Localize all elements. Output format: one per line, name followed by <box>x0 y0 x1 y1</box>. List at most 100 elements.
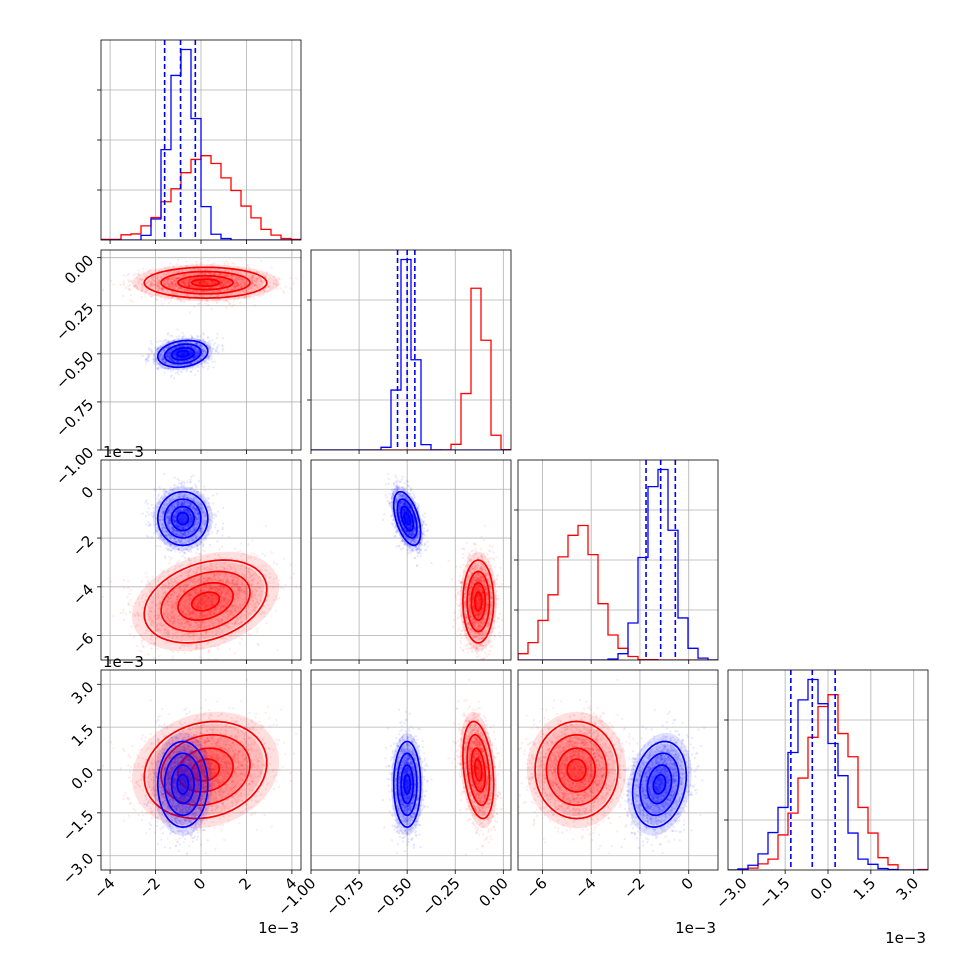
scatter-point-0 <box>219 284 222 287</box>
scatter-point-1 <box>170 349 174 352</box>
scatter-point-0 <box>207 280 210 284</box>
scatter-point-0 <box>146 280 149 283</box>
scatter-point-0 <box>278 277 281 281</box>
scatter-point-1 <box>167 352 171 355</box>
scatter-point-0 <box>163 266 166 269</box>
scatter-point-1 <box>182 352 186 356</box>
scatter-point-0 <box>239 280 242 283</box>
scatter-point-0 <box>187 281 190 284</box>
scatter-point-0 <box>234 271 237 274</box>
scatter-point-0 <box>200 295 204 298</box>
scatter-point-0 <box>188 284 192 287</box>
scatter-point-1 <box>208 356 211 359</box>
scatter-point-0 <box>225 279 228 283</box>
scatter-point-0 <box>132 635 136 639</box>
scatter-point-0 <box>252 269 255 273</box>
scatter-point-1 <box>169 344 172 348</box>
scatter-point-0 <box>222 300 225 303</box>
scatter-point-0 <box>272 281 275 285</box>
scatter-point-1 <box>168 356 171 360</box>
scatter-point-0 <box>275 284 278 287</box>
scatter-point-0 <box>200 286 203 289</box>
scatter-point-1 <box>212 365 215 369</box>
scatter-point-0 <box>137 272 140 275</box>
scatter-point-0 <box>268 277 271 280</box>
scatter-point-1 <box>180 344 183 348</box>
scatter-point-0 <box>197 303 200 306</box>
scatter-point-0 <box>250 285 254 288</box>
scatter-point-1 <box>146 359 149 363</box>
scatter-point-0 <box>256 281 259 284</box>
scatter-point-0 <box>184 289 187 292</box>
scatter-point-0 <box>173 287 176 291</box>
scatter-point-0 <box>195 282 199 285</box>
scatter-point-0 <box>175 277 179 281</box>
scatter-point-0 <box>204 280 208 283</box>
scatter-point-0 <box>294 277 298 280</box>
scatter-point-0 <box>156 284 160 288</box>
scatter-point-1 <box>178 353 181 356</box>
scatter-point-0 <box>202 280 205 283</box>
scatter-point-0 <box>208 286 211 290</box>
scatter-point-1 <box>207 344 211 347</box>
scatter-point-1 <box>168 355 171 358</box>
scatter-point-1 <box>189 345 192 349</box>
scatter-point-0 <box>217 272 220 276</box>
scatter-point-0 <box>190 285 193 288</box>
scatter-point-0 <box>253 304 256 307</box>
scatter-point-0 <box>229 288 233 291</box>
scatter-point-0 <box>227 279 230 283</box>
scatter-point-0 <box>198 280 201 284</box>
scatter-point-0 <box>211 280 214 283</box>
scatter-point-0 <box>234 285 237 288</box>
scatter-point-0 <box>224 299 228 302</box>
scatter-point-0 <box>183 273 187 276</box>
scatter-point-0 <box>219 278 222 282</box>
scatter-point-0 <box>177 286 180 289</box>
scatter-point-1 <box>182 352 185 355</box>
scatter-point-0 <box>255 271 259 274</box>
scatter-point-0 <box>155 298 158 301</box>
scatter-point-0 <box>224 299 227 302</box>
scatter-point-1 <box>182 364 185 367</box>
scatter-point-1 <box>181 364 185 367</box>
scatter-point-0 <box>236 278 239 282</box>
scatter-point-1 <box>188 358 191 362</box>
scatter-point-0 <box>205 283 208 286</box>
scatter-point-0 <box>246 297 250 300</box>
scatter-point-0 <box>183 651 186 655</box>
scatter-point-1 <box>169 349 172 352</box>
scatter-point-0 <box>242 279 246 282</box>
scatter-point-0 <box>193 305 196 309</box>
scatter-point-0 <box>198 280 201 283</box>
scatter-point-0 <box>179 274 182 278</box>
scatter-point-0 <box>218 284 222 287</box>
scatter-point-0 <box>221 281 225 284</box>
scatter-point-0 <box>122 283 126 287</box>
scatter-point-0 <box>214 281 217 284</box>
scatter-point-0 <box>202 286 206 290</box>
scatter-point-1 <box>201 350 205 353</box>
scatter-point-0 <box>174 282 178 285</box>
scatter-point-0 <box>208 281 212 285</box>
scatter-point-1 <box>201 332 205 335</box>
scatter-point-0 <box>171 291 175 294</box>
scatter-point-0 <box>166 280 169 283</box>
scatter-point-0 <box>192 286 196 289</box>
scatter-point-1 <box>174 351 178 354</box>
scatter-point-0 <box>203 281 207 284</box>
scatter-point-0 <box>272 283 275 286</box>
scatter-point-0 <box>195 282 198 285</box>
scatter-point-1 <box>171 359 174 363</box>
scatter-point-0 <box>175 292 179 296</box>
scatter-point-1 <box>192 355 196 359</box>
scatter-point-0 <box>187 284 190 288</box>
scatter-point-0 <box>127 280 131 283</box>
scatter-point-1 <box>191 345 194 349</box>
scatter-point-1 <box>201 347 204 351</box>
scatter-point-0 <box>203 289 206 293</box>
scatter-point-0 <box>137 272 140 276</box>
scatter-point-1 <box>196 352 199 355</box>
scatter-point-0 <box>243 290 246 293</box>
scatter-point-0 <box>191 285 194 289</box>
